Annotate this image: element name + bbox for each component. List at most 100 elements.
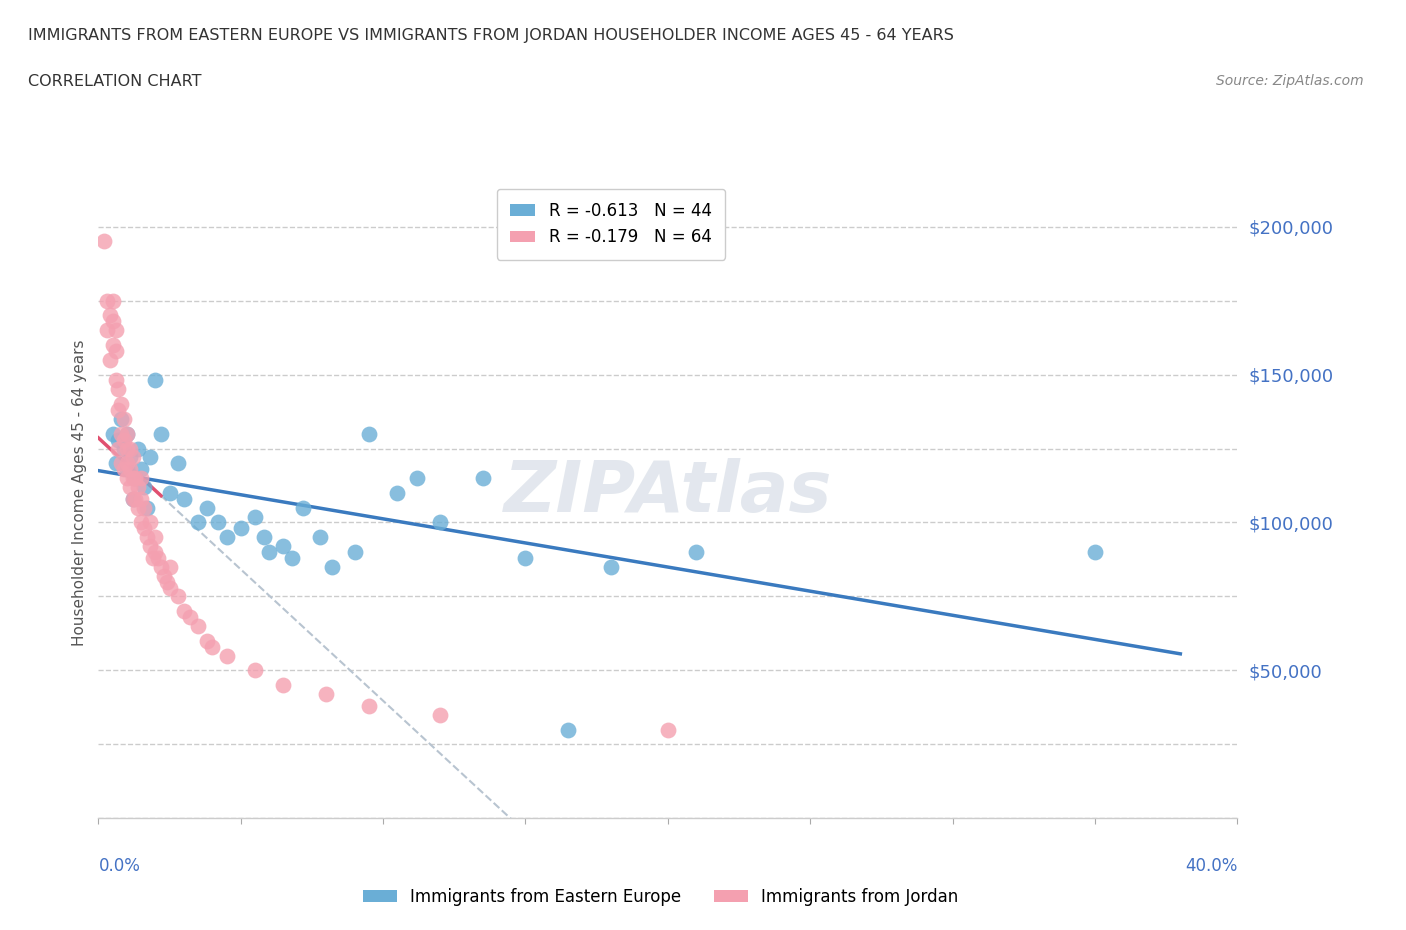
Point [118,480,141,495]
Point [121,450,143,465]
Point [101,313,124,328]
Point [138,515,160,530]
Point [557,723,579,737]
Point [104,373,127,388]
Point [93,234,115,249]
Point [141,551,163,565]
Point [173,491,195,506]
Point [101,338,124,352]
Point [115,426,138,441]
Text: IMMIGRANTS FROM EASTERN EUROPE VS IMMIGRANTS FROM JORDAN HOUSEHOLDER INCOME AGES: IMMIGRANTS FROM EASTERN EUROPE VS IMMIGR… [28,28,955,43]
Point [215,530,238,545]
Point [104,343,127,358]
Point [321,560,343,575]
Point [387,485,409,500]
Point [107,382,129,397]
Point [343,545,366,560]
Point [124,471,146,485]
Point [118,462,141,477]
Point [179,610,201,625]
Text: 40.0%: 40.0% [1185,857,1237,875]
Point [187,618,209,633]
Point [104,323,127,338]
Point [112,462,135,477]
Point [685,545,707,560]
Point [138,538,160,553]
Text: 0.0%: 0.0% [98,857,141,875]
Point [115,462,138,477]
Point [115,426,138,441]
Point [167,456,190,471]
Point [129,462,152,477]
Point [243,663,266,678]
Point [243,509,266,524]
Point [101,426,124,441]
Text: Source: ZipAtlas.com: Source: ZipAtlas.com [1216,74,1364,88]
Point [252,530,274,545]
Point [115,441,138,456]
Point [124,491,146,506]
Point [118,441,141,456]
Point [107,432,129,447]
Point [127,441,149,456]
Point [657,723,679,737]
Point [112,432,135,447]
Point [107,403,129,418]
Point [515,551,537,565]
Text: CORRELATION CHART: CORRELATION CHART [28,74,201,89]
Point [215,648,238,663]
Point [112,441,135,456]
Point [115,456,138,471]
Point [471,471,494,485]
Point [138,450,160,465]
Point [195,500,218,515]
Point [121,491,143,506]
Y-axis label: Householder Income Ages 45 - 64 years: Householder Income Ages 45 - 64 years [72,339,87,646]
Point [406,471,429,485]
Point [107,441,129,456]
Point [187,515,209,530]
Point [292,500,315,515]
Point [132,500,155,515]
Point [96,323,118,338]
Text: ZIPAtlas: ZIPAtlas [503,458,832,527]
Point [429,708,451,723]
Point [159,485,181,500]
Point [207,515,229,530]
Legend: Immigrants from Eastern Europe, Immigrants from Jordan: Immigrants from Eastern Europe, Immigran… [357,881,965,912]
Point [121,491,143,506]
Point [124,471,146,485]
Point [145,373,167,388]
Point [259,545,281,560]
Point [600,560,623,575]
Point [148,551,170,565]
Point [159,580,181,595]
Point [309,530,332,545]
Legend: R = -0.613   N = 44, R = -0.179   N = 64: R = -0.613 N = 44, R = -0.179 N = 64 [496,189,725,259]
Point [132,480,155,495]
Point [150,560,173,575]
Point [281,551,304,565]
Point [110,397,132,412]
Point [135,530,157,545]
Point [129,491,152,506]
Point [150,426,173,441]
Point [201,639,224,654]
Point [153,568,176,583]
Point [145,530,167,545]
Point [135,500,157,515]
Point [112,411,135,426]
Point [110,426,132,441]
Point [1084,545,1107,560]
Point [357,698,380,713]
Point [156,574,179,589]
Point [110,456,132,471]
Point [173,604,195,618]
Point [96,293,118,308]
Point [273,678,295,693]
Point [167,589,190,604]
Point [104,456,127,471]
Point [273,538,295,553]
Point [101,293,124,308]
Point [115,471,138,485]
